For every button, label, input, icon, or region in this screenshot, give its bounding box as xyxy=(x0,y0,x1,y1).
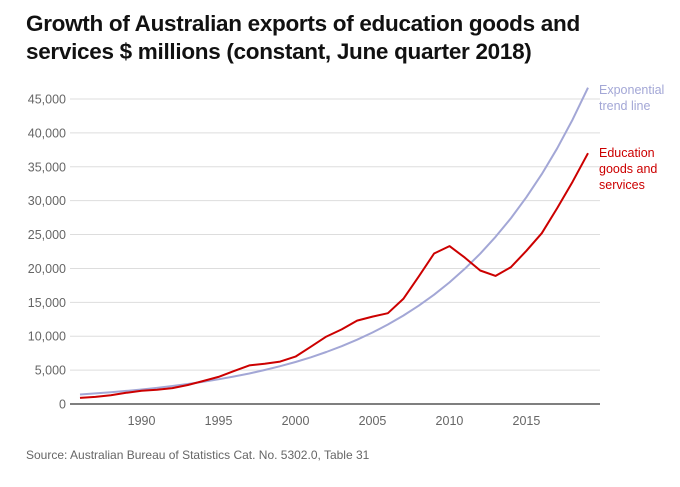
y-tick-label: 15,000 xyxy=(28,296,66,310)
legend-label: Education xyxy=(599,146,655,160)
y-tick-label: 35,000 xyxy=(28,160,66,174)
series-line-trend xyxy=(79,87,589,396)
x-tick-label: 2015 xyxy=(513,414,541,428)
series-line-education xyxy=(79,152,589,399)
legend-label: Exponential xyxy=(599,83,664,97)
y-tick-label: 5,000 xyxy=(35,364,66,378)
y-tick-label: 20,000 xyxy=(28,262,66,276)
x-tick-label: 2010 xyxy=(436,414,464,428)
chart-title: Growth of Australian exports of educatio… xyxy=(26,11,580,64)
y-tick-label: 30,000 xyxy=(28,194,66,208)
y-tick-label: 25,000 xyxy=(28,228,66,242)
x-tick-label: 2005 xyxy=(359,414,387,428)
legend-label: goods and xyxy=(599,162,657,176)
x-tick-label: 1990 xyxy=(128,414,156,428)
chart-source: Source: Australian Bureau of Statistics … xyxy=(26,448,370,462)
x-tick-label: 2000 xyxy=(282,414,310,428)
x-tick-label: 1995 xyxy=(205,414,233,428)
y-tick-label: 45,000 xyxy=(28,93,66,107)
legend-label: services xyxy=(599,178,645,192)
y-tick-label: 0 xyxy=(59,398,66,412)
y-tick-label: 10,000 xyxy=(28,330,66,344)
legend-label: trend line xyxy=(599,99,650,113)
y-tick-label: 40,000 xyxy=(28,126,66,140)
